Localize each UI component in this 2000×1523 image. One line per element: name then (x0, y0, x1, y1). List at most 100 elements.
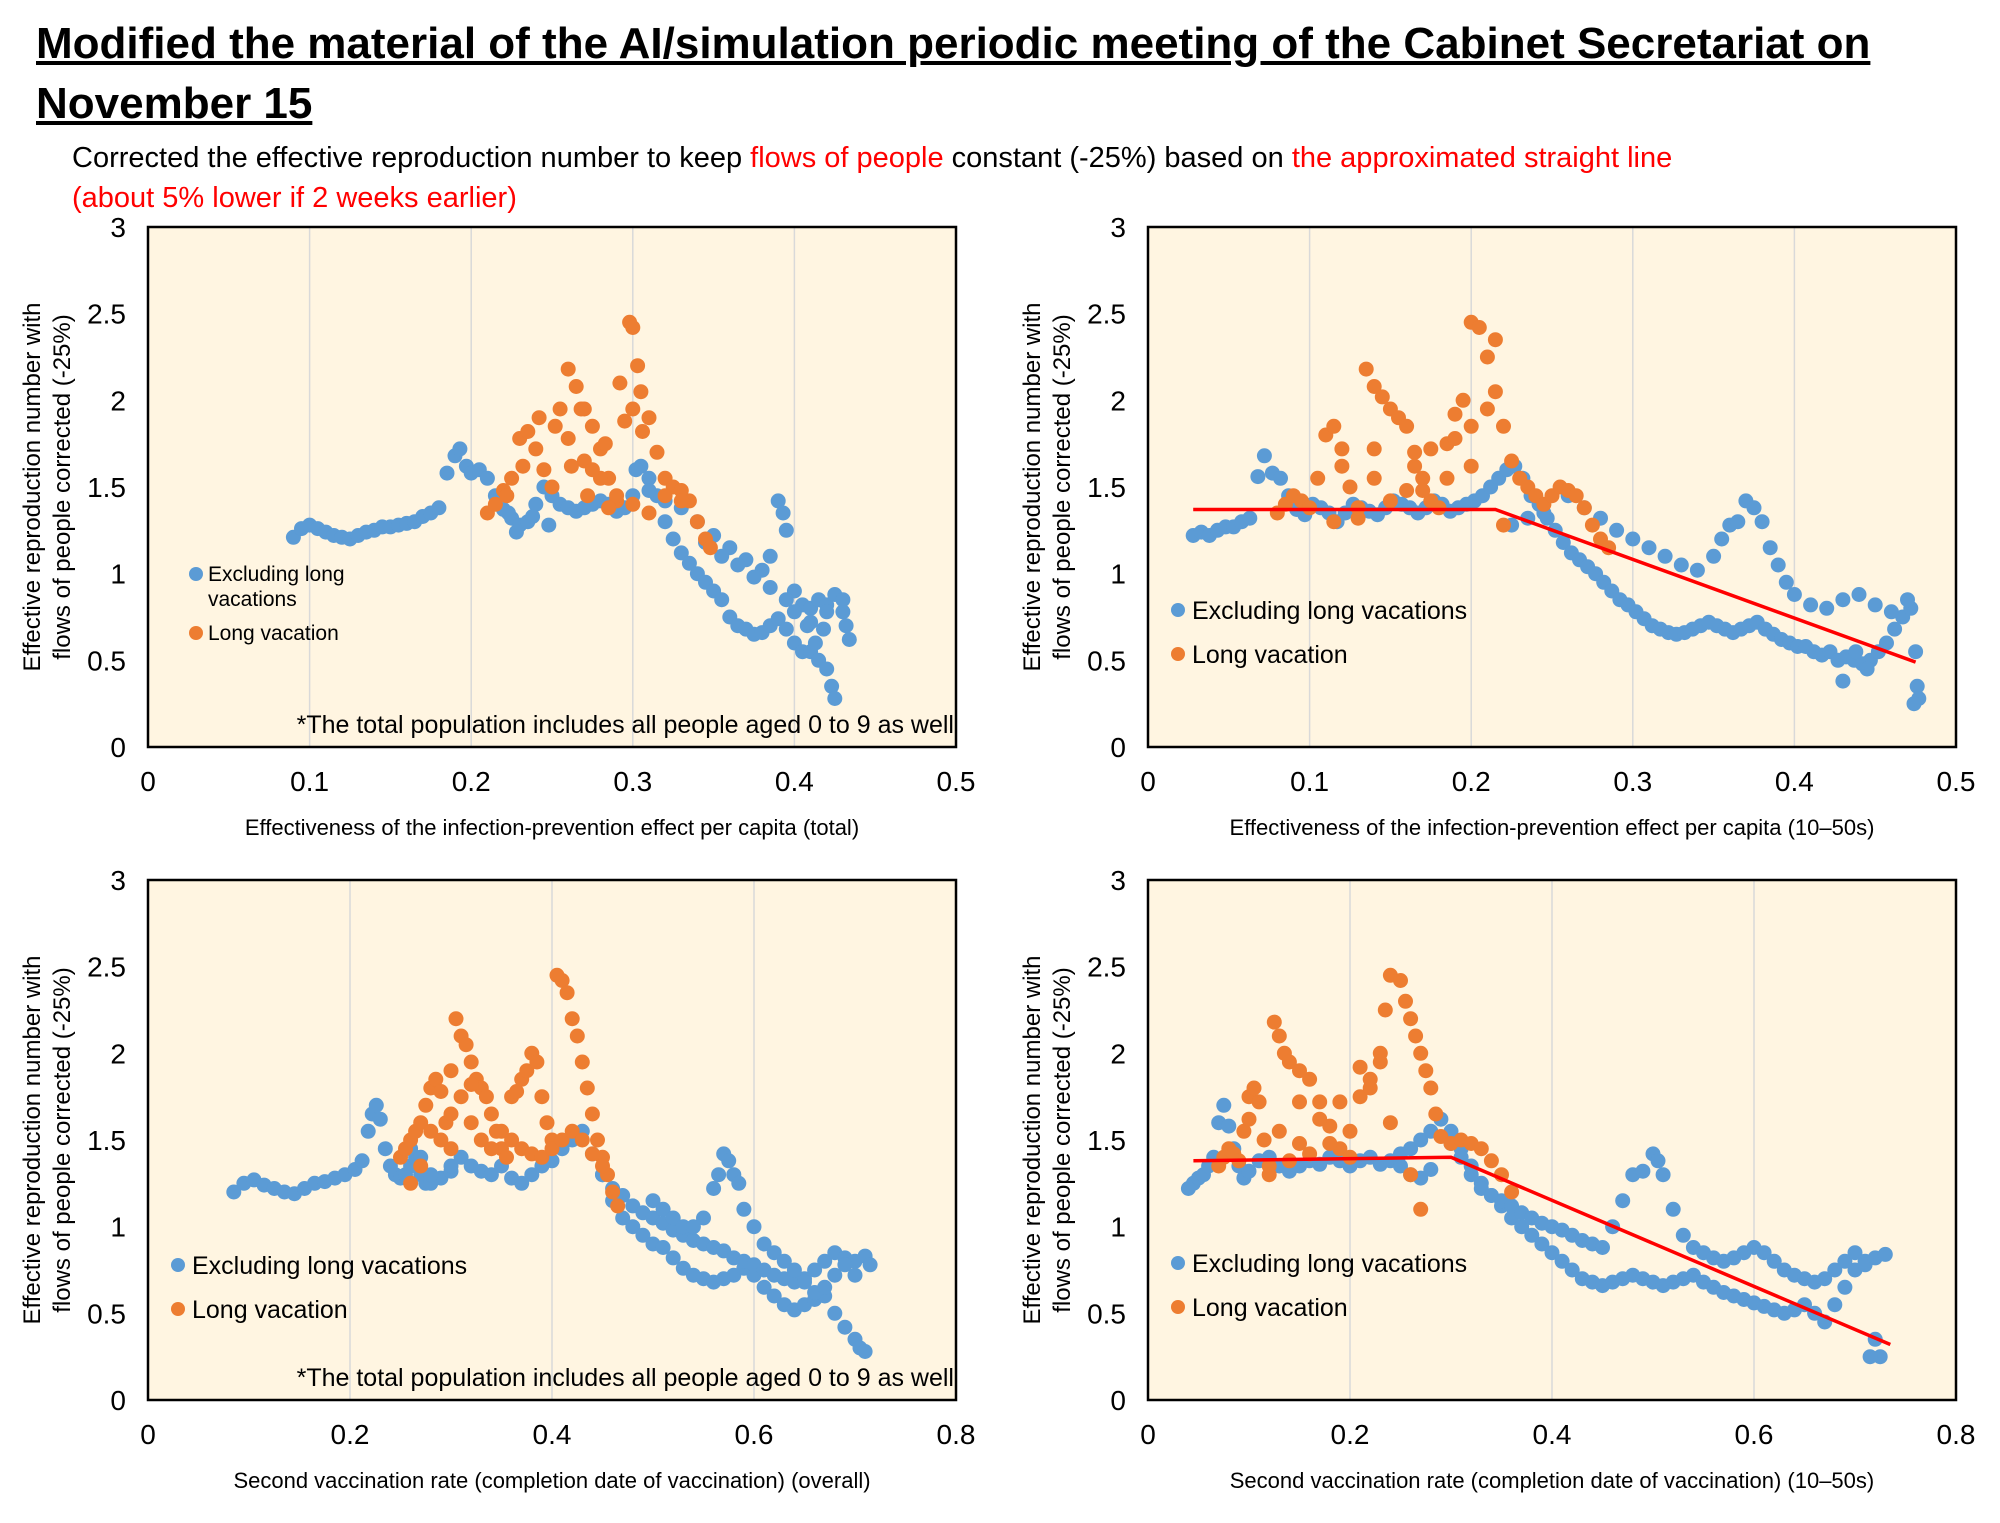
data-point (584, 462, 600, 478)
x-tick-label: 0.3 (1613, 766, 1652, 797)
x-tick-label: 0.2 (1452, 766, 1491, 797)
data-point (1887, 621, 1903, 637)
y-axis-title-line: Effective reproduction number with (19, 955, 46, 1324)
x-tick-label: 0 (1140, 1419, 1156, 1450)
data-point (1261, 1167, 1277, 1183)
data-point (534, 1089, 550, 1105)
x-tick-label: 0.5 (937, 766, 976, 797)
data-point (778, 592, 794, 608)
data-point (1377, 1002, 1393, 1018)
data-point (633, 384, 649, 400)
data-point (817, 1253, 833, 1269)
data-point (1292, 1063, 1307, 1079)
subtitle-highlight-line: the approximated straight line (1291, 142, 1673, 174)
data-point (1770, 557, 1786, 573)
series-excluding-long-vacations (1180, 1097, 1893, 1365)
data-point (1242, 510, 1258, 526)
data-point (431, 500, 447, 516)
data-point (563, 458, 579, 474)
x-tick-label: 0.2 (331, 1419, 370, 1450)
data-point (508, 524, 524, 540)
legend-marker-long (1171, 647, 1185, 661)
data-point (1246, 1080, 1262, 1096)
data-point (574, 1132, 590, 1148)
data-point (1413, 1045, 1429, 1061)
data-point (689, 514, 705, 530)
data-point (827, 1305, 843, 1321)
data-point (520, 424, 536, 439)
legend-marker-excluding (1171, 1256, 1185, 1270)
data-point (1393, 1158, 1408, 1174)
data-point (509, 1084, 525, 1099)
data-point (1342, 479, 1358, 495)
data-point (1423, 1080, 1439, 1096)
data-point (528, 441, 544, 457)
data-point (580, 488, 596, 504)
x-tick-label: 0.5 (1937, 766, 1976, 797)
data-point (377, 1141, 393, 1157)
data-point (463, 1115, 479, 1131)
data-point (423, 1123, 439, 1139)
data-point (857, 1344, 873, 1359)
data-point (681, 555, 697, 571)
y-tick-label: 0 (110, 732, 126, 763)
data-point (714, 548, 730, 564)
data-point (1236, 1123, 1252, 1139)
x-tick-label: 0 (140, 766, 156, 797)
data-point (649, 444, 665, 460)
y-tick-label: 0 (1110, 1385, 1126, 1416)
series-long-vacation (393, 967, 626, 1214)
data-point (673, 545, 689, 561)
data-point (595, 1158, 610, 1174)
data-point (635, 1227, 651, 1243)
data-point (641, 505, 657, 521)
y-tick-label: 3 (110, 215, 126, 243)
y-tick-label: 2 (1110, 1038, 1126, 1069)
data-point (1504, 1184, 1520, 1200)
data-point (1483, 1153, 1499, 1169)
y-axis-title-line: flows of people corrected (-25%) (49, 314, 76, 660)
data-point (1655, 1167, 1671, 1183)
data-point (778, 522, 794, 538)
data-point (838, 618, 854, 634)
data-point (655, 1240, 671, 1255)
data-point (504, 470, 520, 486)
data-point (673, 493, 689, 509)
data-point (519, 1063, 535, 1079)
data-point (1847, 1245, 1863, 1261)
y-tick-label: 1 (1110, 559, 1126, 590)
data-point (1584, 517, 1600, 533)
data-point (1504, 453, 1520, 469)
data-point (601, 500, 617, 516)
data-point (1879, 635, 1894, 651)
data-point (673, 483, 689, 498)
data-point (453, 1149, 469, 1165)
x-tick-label: 0.2 (452, 766, 491, 797)
data-point (1635, 1163, 1651, 1179)
y-axis-title: Effective reproduction number with flows … (19, 955, 76, 1324)
fit-line (1193, 1155, 1891, 1347)
data-point (1393, 973, 1408, 988)
data-point (1746, 500, 1762, 516)
data-point (775, 505, 791, 521)
data-point (1867, 597, 1883, 613)
x-tick-label: 0 (140, 1419, 156, 1450)
data-point (443, 1141, 459, 1157)
data-point (579, 1080, 595, 1096)
chart-svg: 0 0.2 0.4 0.6 0.8 0 0.5 1 1.5 2 2.5 3 Excluding long… (19, 865, 975, 1493)
data-point (762, 580, 778, 595)
data-point (1473, 1141, 1489, 1157)
data-point (837, 1319, 853, 1335)
data-point (1447, 406, 1463, 422)
data-point (1322, 1136, 1338, 1151)
data-point (529, 1054, 545, 1070)
data-point (1877, 1246, 1893, 1262)
y-tick-label: 2.5 (1087, 952, 1126, 983)
data-point (531, 410, 547, 426)
data-point (665, 1250, 681, 1266)
data-point (817, 1279, 833, 1295)
data-point (1766, 1253, 1782, 1269)
data-point (433, 1132, 449, 1148)
data-point (746, 569, 762, 585)
data-point (1650, 1153, 1666, 1169)
